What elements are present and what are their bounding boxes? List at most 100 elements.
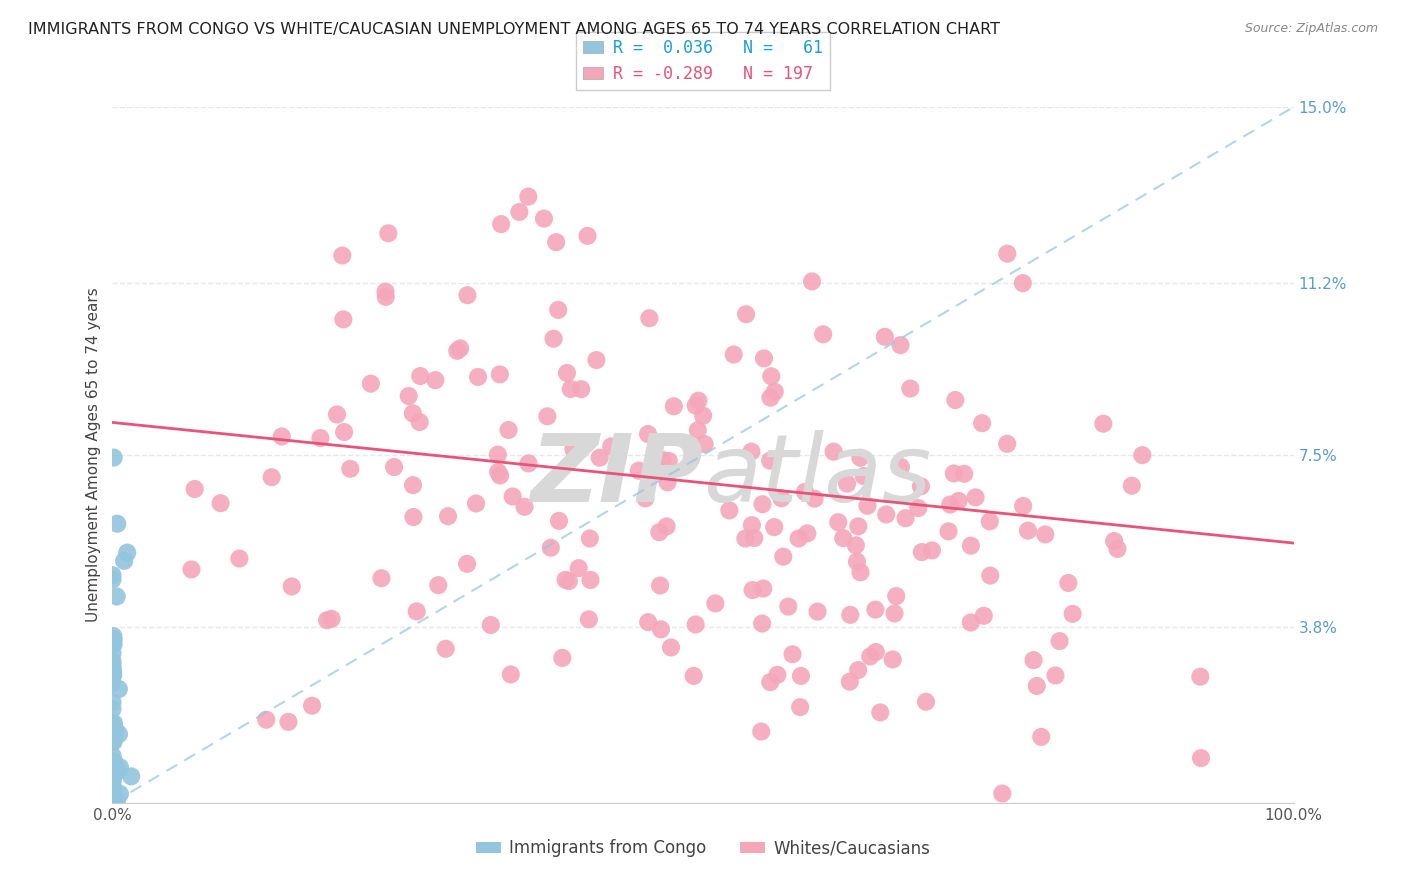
Point xyxy=(479,618,502,632)
Point xyxy=(787,532,810,546)
Point xyxy=(741,583,763,598)
Point xyxy=(979,515,1001,529)
Point xyxy=(1049,634,1071,648)
Point xyxy=(875,508,897,522)
Point xyxy=(330,248,353,262)
Point xyxy=(101,722,124,736)
Point xyxy=(434,641,457,656)
Point xyxy=(1017,524,1039,538)
Point xyxy=(425,373,447,387)
Point xyxy=(659,640,682,655)
Point xyxy=(742,531,765,545)
Point xyxy=(517,457,540,471)
Point xyxy=(517,189,540,203)
Point xyxy=(101,654,124,668)
Point xyxy=(281,579,304,593)
Point xyxy=(333,425,356,439)
Point xyxy=(823,444,845,458)
Point xyxy=(360,376,382,391)
Point xyxy=(959,615,981,630)
Point xyxy=(105,795,128,809)
Point xyxy=(657,475,679,490)
Point xyxy=(939,498,962,512)
Point xyxy=(772,549,794,564)
Point xyxy=(638,311,661,326)
Text: Source: ZipAtlas.com: Source: ZipAtlas.com xyxy=(1244,22,1378,36)
Point xyxy=(449,342,471,356)
Point xyxy=(1045,668,1067,682)
Point xyxy=(101,727,124,741)
Point xyxy=(543,332,565,346)
Point xyxy=(634,491,657,506)
Point xyxy=(301,698,323,713)
Point xyxy=(852,469,875,483)
Point xyxy=(865,602,887,616)
Point xyxy=(209,496,232,510)
Point xyxy=(658,454,681,468)
Point xyxy=(508,205,530,219)
Point xyxy=(409,369,432,384)
Point xyxy=(546,235,568,249)
Point xyxy=(751,616,773,631)
Point xyxy=(766,668,789,682)
Point xyxy=(101,795,124,809)
Point xyxy=(796,526,818,541)
Point xyxy=(1189,670,1212,684)
Legend: Immigrants from Congo, Whites/Caucasians: Immigrants from Congo, Whites/Caucasians xyxy=(470,833,936,864)
Point xyxy=(101,657,124,672)
Point xyxy=(103,734,125,748)
Point xyxy=(637,615,659,629)
Point xyxy=(101,779,124,793)
Point xyxy=(446,343,468,358)
Point xyxy=(869,706,891,720)
Point xyxy=(973,608,995,623)
Point xyxy=(1011,276,1033,290)
Point xyxy=(740,444,762,458)
Point xyxy=(105,516,128,531)
Point xyxy=(655,519,678,533)
Point xyxy=(846,519,869,533)
Point xyxy=(402,406,425,420)
Point xyxy=(1022,653,1045,667)
Point xyxy=(427,578,450,592)
Point xyxy=(103,716,125,731)
Point xyxy=(1107,541,1129,556)
Point xyxy=(637,427,659,442)
Point xyxy=(101,676,124,690)
Point xyxy=(101,702,124,716)
Point xyxy=(548,514,571,528)
Point xyxy=(1121,479,1143,493)
Point xyxy=(811,327,834,342)
Point xyxy=(101,748,124,763)
Point xyxy=(894,511,917,525)
Point xyxy=(467,370,489,384)
Point xyxy=(1057,576,1080,591)
Point xyxy=(260,470,283,484)
Point xyxy=(101,765,124,780)
Point xyxy=(1031,730,1053,744)
Point xyxy=(1189,751,1212,765)
Point xyxy=(948,494,970,508)
Point xyxy=(101,733,124,747)
Point xyxy=(569,382,592,396)
Point xyxy=(749,724,772,739)
Point xyxy=(789,700,811,714)
Point xyxy=(849,566,872,580)
Point xyxy=(551,651,574,665)
Point xyxy=(402,510,425,524)
Point xyxy=(704,596,727,610)
Point xyxy=(316,613,339,627)
Point xyxy=(972,416,994,430)
Point xyxy=(995,246,1018,260)
Point xyxy=(456,557,478,571)
Point xyxy=(489,217,512,231)
Point xyxy=(770,491,793,506)
Point xyxy=(995,437,1018,451)
Point xyxy=(339,462,361,476)
Point xyxy=(408,415,430,429)
Point xyxy=(803,491,825,506)
Point xyxy=(101,757,124,772)
Point xyxy=(579,573,602,587)
Point xyxy=(801,275,824,289)
Point xyxy=(942,467,965,481)
